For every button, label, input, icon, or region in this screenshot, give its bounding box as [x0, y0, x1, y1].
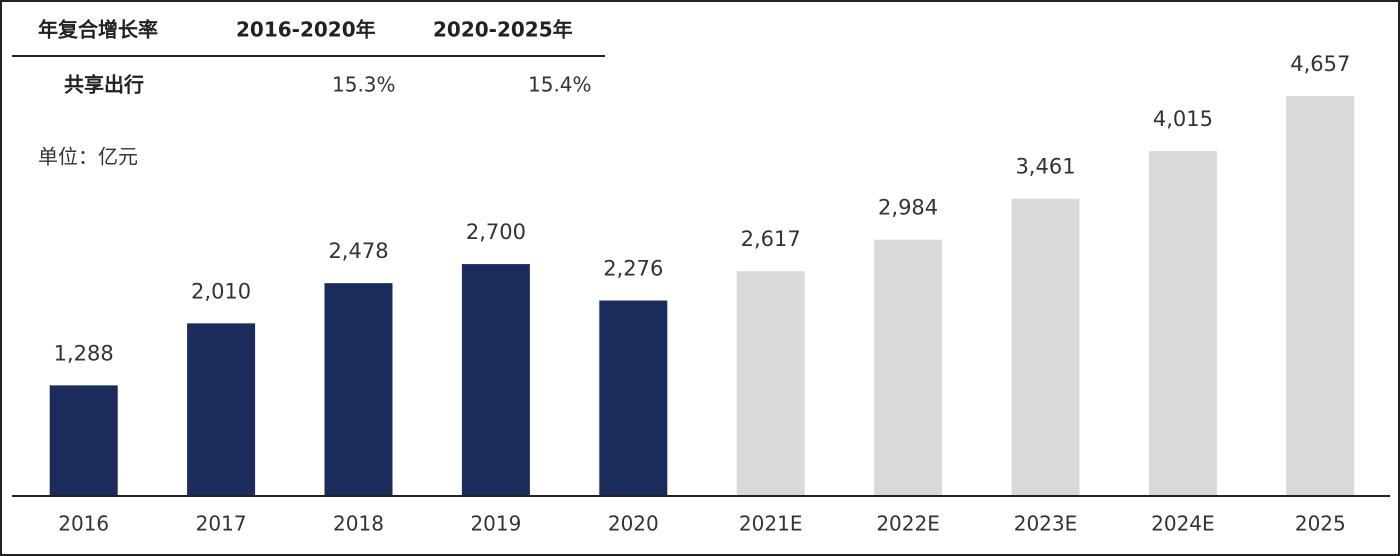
- value-label: 1,288: [54, 341, 114, 365]
- bar: [1148, 151, 1217, 496]
- value-label: 2,700: [466, 220, 526, 244]
- x-tick-label: 2023E: [1014, 512, 1078, 536]
- bar: [461, 264, 530, 496]
- x-tick-label: 2021E: [739, 512, 803, 536]
- x-tick-label: 2022E: [876, 512, 940, 536]
- value-label: 2,617: [741, 227, 801, 251]
- value-label: 2,010: [191, 279, 251, 303]
- bar: [1286, 96, 1355, 496]
- bar: [1011, 198, 1080, 496]
- x-tick-label: 2018: [333, 512, 384, 536]
- x-tick-label: 2020: [608, 512, 659, 536]
- bar: [324, 283, 393, 496]
- value-label: 2,478: [328, 239, 388, 263]
- bar: [736, 271, 805, 496]
- value-label: 4,657: [1290, 52, 1350, 76]
- value-label: 3,461: [1015, 155, 1075, 179]
- value-label: 2,984: [878, 196, 938, 220]
- bar: [874, 239, 943, 496]
- x-tick-label: 2025: [1295, 512, 1346, 536]
- value-label: 4,015: [1153, 107, 1213, 131]
- x-tick-label: 2024E: [1151, 512, 1215, 536]
- x-tick-label: 2017: [196, 512, 247, 536]
- x-tick-label: 2019: [470, 512, 521, 536]
- table-cell: 15.4%: [528, 73, 592, 97]
- bar: [599, 300, 668, 496]
- bar: [49, 385, 118, 496]
- table-header: 年复合增长率: [38, 18, 158, 42]
- table-cell: 15.3%: [332, 73, 396, 97]
- unit-label: 单位：亿元: [38, 145, 138, 169]
- table-header: 2020-2025年: [433, 18, 573, 42]
- table-cell: 共享出行: [64, 73, 144, 97]
- x-tick-label: 2016: [58, 512, 109, 536]
- bar: [187, 323, 256, 496]
- table-header: 2016-2020年: [236, 18, 376, 42]
- value-label: 2,276: [603, 257, 663, 281]
